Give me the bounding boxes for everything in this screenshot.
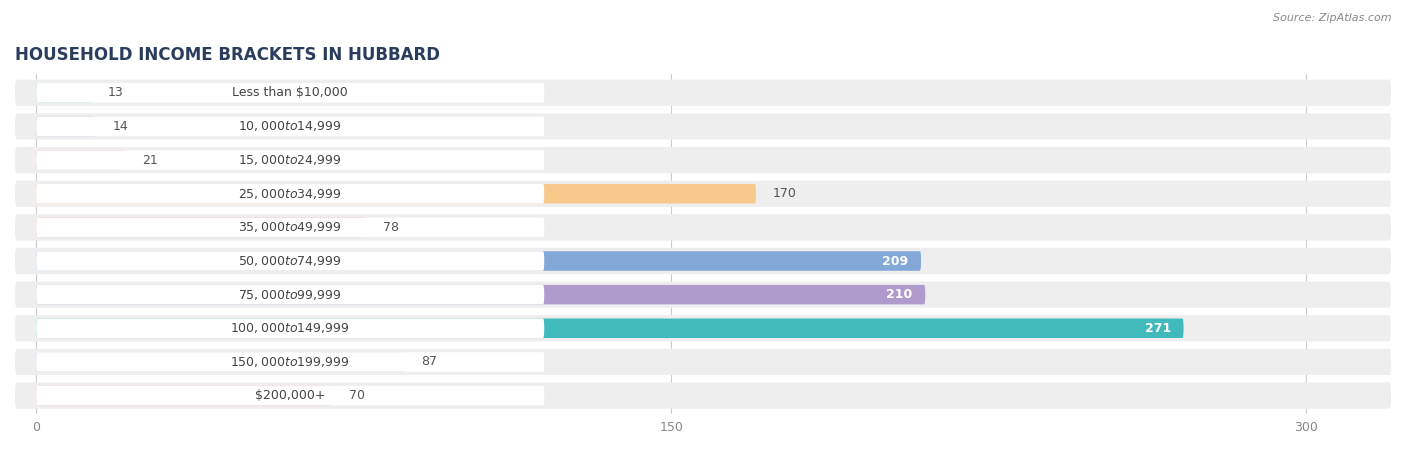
FancyBboxPatch shape xyxy=(37,184,544,203)
FancyBboxPatch shape xyxy=(15,214,1391,241)
Text: HOUSEHOLD INCOME BRACKETS IN HUBBARD: HOUSEHOLD INCOME BRACKETS IN HUBBARD xyxy=(15,46,440,64)
FancyBboxPatch shape xyxy=(37,318,1184,338)
Text: $100,000 to $149,999: $100,000 to $149,999 xyxy=(231,321,350,335)
Text: 271: 271 xyxy=(1144,322,1171,335)
Text: $75,000 to $99,999: $75,000 to $99,999 xyxy=(239,288,342,302)
Text: 70: 70 xyxy=(350,389,366,402)
FancyBboxPatch shape xyxy=(15,383,1391,409)
FancyBboxPatch shape xyxy=(37,352,544,372)
Text: 209: 209 xyxy=(882,255,908,268)
Text: $50,000 to $74,999: $50,000 to $74,999 xyxy=(239,254,342,268)
FancyBboxPatch shape xyxy=(15,180,1391,207)
FancyBboxPatch shape xyxy=(37,218,544,237)
Text: $150,000 to $199,999: $150,000 to $199,999 xyxy=(231,355,350,369)
FancyBboxPatch shape xyxy=(15,315,1391,341)
Text: 210: 210 xyxy=(886,288,912,301)
Text: 14: 14 xyxy=(112,120,128,133)
FancyBboxPatch shape xyxy=(37,83,544,102)
Text: 170: 170 xyxy=(773,187,797,200)
Text: Source: ZipAtlas.com: Source: ZipAtlas.com xyxy=(1274,13,1392,23)
FancyBboxPatch shape xyxy=(15,113,1391,140)
FancyBboxPatch shape xyxy=(37,184,756,203)
FancyBboxPatch shape xyxy=(15,147,1391,173)
FancyBboxPatch shape xyxy=(37,83,91,102)
FancyBboxPatch shape xyxy=(37,251,921,271)
Text: 87: 87 xyxy=(422,356,437,369)
FancyBboxPatch shape xyxy=(15,282,1391,308)
FancyBboxPatch shape xyxy=(37,386,333,405)
FancyBboxPatch shape xyxy=(37,285,544,304)
Text: $200,000+: $200,000+ xyxy=(254,389,325,402)
FancyBboxPatch shape xyxy=(37,150,125,170)
Text: 13: 13 xyxy=(108,86,124,99)
Text: $10,000 to $14,999: $10,000 to $14,999 xyxy=(239,119,342,133)
FancyBboxPatch shape xyxy=(37,285,925,304)
Text: $35,000 to $49,999: $35,000 to $49,999 xyxy=(239,220,342,234)
Text: 21: 21 xyxy=(142,154,157,167)
FancyBboxPatch shape xyxy=(37,251,544,271)
Text: $15,000 to $24,999: $15,000 to $24,999 xyxy=(239,153,342,167)
FancyBboxPatch shape xyxy=(37,117,544,136)
FancyBboxPatch shape xyxy=(37,318,544,338)
FancyBboxPatch shape xyxy=(37,150,544,170)
Text: $25,000 to $34,999: $25,000 to $34,999 xyxy=(239,187,342,201)
FancyBboxPatch shape xyxy=(15,248,1391,274)
FancyBboxPatch shape xyxy=(37,218,367,237)
FancyBboxPatch shape xyxy=(37,386,544,405)
FancyBboxPatch shape xyxy=(15,80,1391,106)
FancyBboxPatch shape xyxy=(37,117,96,136)
FancyBboxPatch shape xyxy=(37,352,405,372)
FancyBboxPatch shape xyxy=(15,349,1391,375)
Text: Less than $10,000: Less than $10,000 xyxy=(232,86,349,99)
Text: 78: 78 xyxy=(384,221,399,234)
